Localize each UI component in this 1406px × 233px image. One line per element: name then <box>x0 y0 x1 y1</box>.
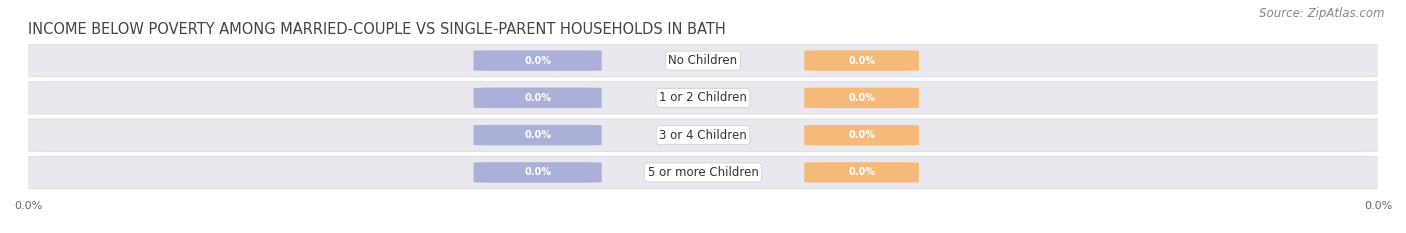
FancyBboxPatch shape <box>474 125 602 145</box>
FancyBboxPatch shape <box>0 119 1406 151</box>
FancyBboxPatch shape <box>0 82 1406 114</box>
FancyBboxPatch shape <box>0 44 1406 77</box>
Text: 5 or more Children: 5 or more Children <box>648 166 758 179</box>
Text: 0.0%: 0.0% <box>848 56 875 65</box>
FancyBboxPatch shape <box>0 156 1406 189</box>
Text: 0.0%: 0.0% <box>848 93 875 103</box>
FancyBboxPatch shape <box>804 88 920 108</box>
Text: 0.0%: 0.0% <box>524 168 551 177</box>
Text: 0.0%: 0.0% <box>848 168 875 177</box>
Text: 3 or 4 Children: 3 or 4 Children <box>659 129 747 142</box>
Text: 0.0%: 0.0% <box>524 56 551 65</box>
FancyBboxPatch shape <box>804 162 920 183</box>
Text: 0.0%: 0.0% <box>848 130 875 140</box>
FancyBboxPatch shape <box>474 162 602 183</box>
Text: 1 or 2 Children: 1 or 2 Children <box>659 91 747 104</box>
Text: No Children: No Children <box>668 54 738 67</box>
FancyBboxPatch shape <box>804 50 920 71</box>
Text: 0.0%: 0.0% <box>524 93 551 103</box>
Text: 0.0%: 0.0% <box>524 130 551 140</box>
Text: INCOME BELOW POVERTY AMONG MARRIED-COUPLE VS SINGLE-PARENT HOUSEHOLDS IN BATH: INCOME BELOW POVERTY AMONG MARRIED-COUPL… <box>28 22 725 37</box>
FancyBboxPatch shape <box>474 50 602 71</box>
FancyBboxPatch shape <box>804 125 920 145</box>
Text: Source: ZipAtlas.com: Source: ZipAtlas.com <box>1260 7 1385 20</box>
FancyBboxPatch shape <box>474 88 602 108</box>
